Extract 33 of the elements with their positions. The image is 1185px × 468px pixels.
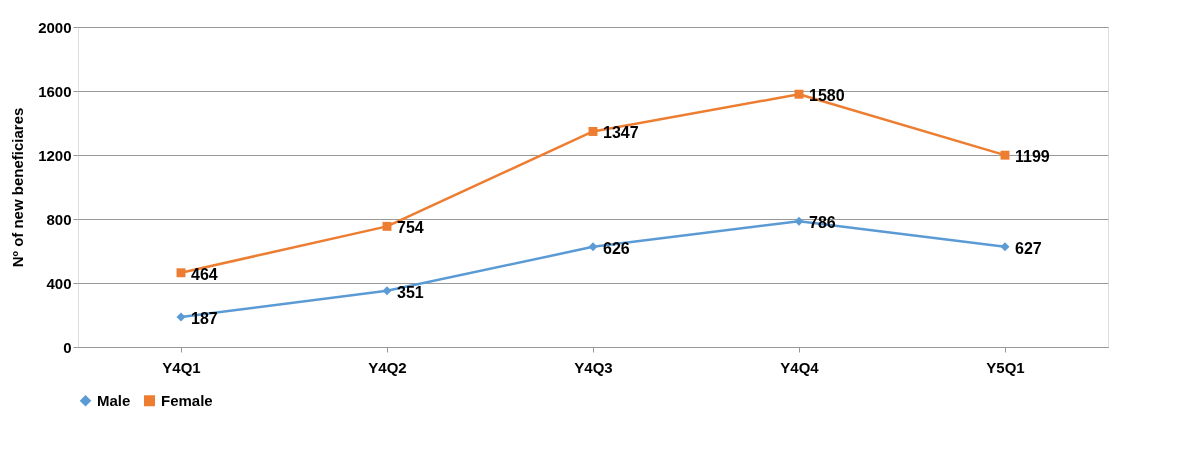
x-tick-label: Y4Q4: [780, 358, 820, 376]
data-label: 187: [191, 310, 218, 328]
point: [382, 221, 392, 231]
x-tick-label: Y4Q3: [574, 358, 613, 376]
point: [382, 286, 392, 296]
legend-label: Female: [161, 391, 213, 409]
point: [588, 242, 598, 252]
data-label: 1199: [1015, 148, 1050, 166]
point: [176, 268, 186, 278]
data-label: 1347: [603, 124, 639, 142]
legend-label: Male: [97, 391, 131, 409]
x-tick-label: Y5Q1: [986, 358, 1025, 376]
point: [176, 312, 186, 322]
data-label: 626: [603, 239, 630, 257]
point: [588, 127, 598, 136]
data-label: 627: [1015, 239, 1042, 257]
point: [794, 89, 804, 99]
data-label: 351: [397, 283, 424, 301]
y-tick-label: 1600: [38, 82, 72, 100]
point: [1000, 150, 1010, 160]
y-tick-label: 2000: [38, 18, 72, 36]
data-label: 754: [397, 219, 424, 237]
y-tick-label: 800: [46, 210, 72, 228]
data-label: 464: [191, 265, 218, 283]
point: [794, 216, 804, 226]
data-label: 1580: [809, 87, 845, 105]
y-axis-title: Nº of new beneficiares: [9, 107, 27, 268]
x-tick-label: Y4Q2: [368, 358, 407, 376]
x-tick-label: Y4Q1: [162, 358, 201, 376]
y-tick-label: 1200: [38, 146, 72, 164]
y-tick-label: 0: [63, 338, 72, 356]
point: [1000, 242, 1010, 252]
y-tick-label: 400: [46, 274, 72, 292]
